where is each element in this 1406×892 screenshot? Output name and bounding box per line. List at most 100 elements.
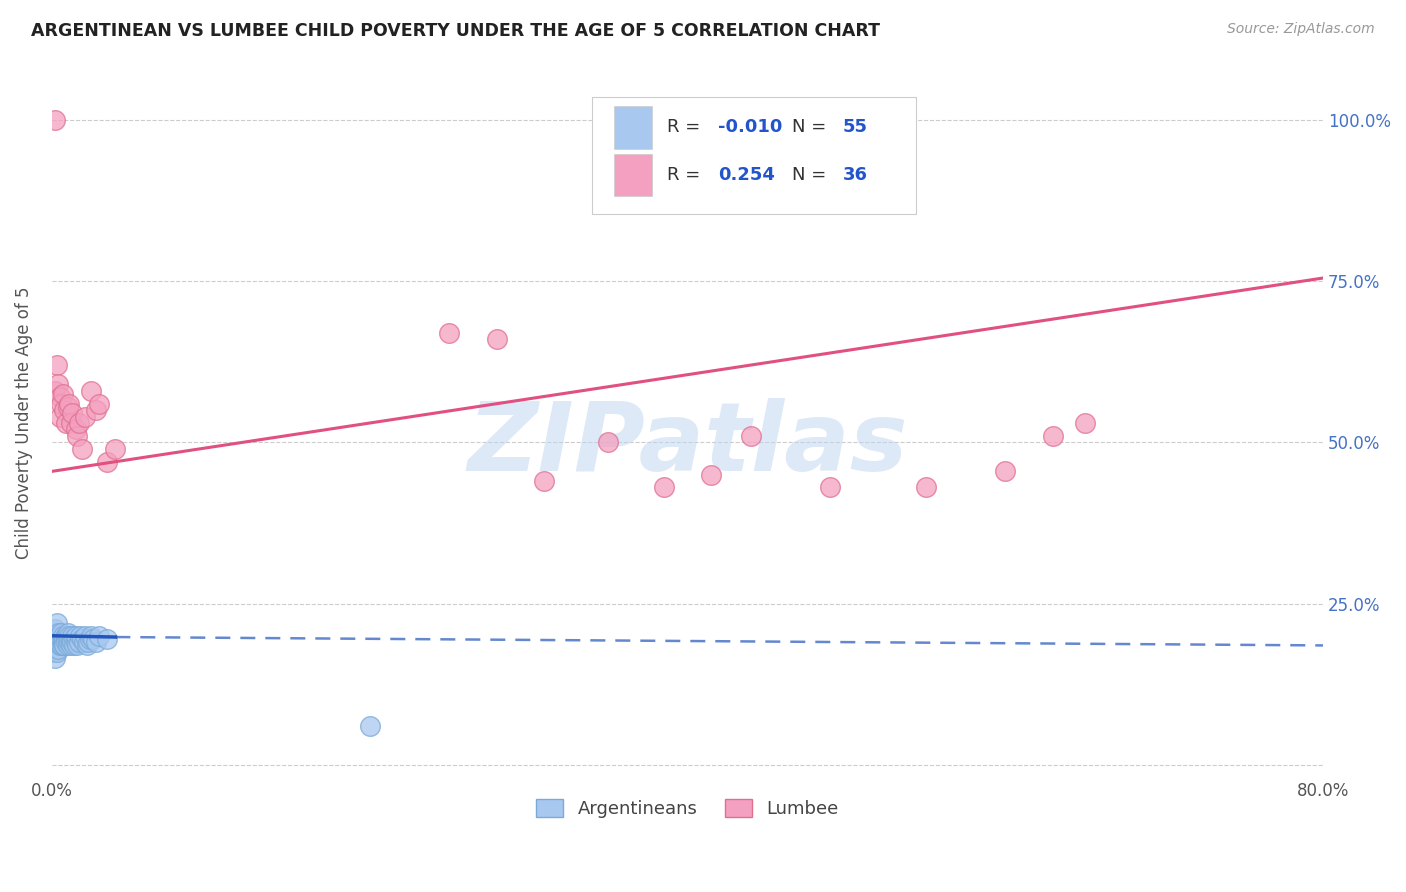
Text: ZIPatlas: ZIPatlas [467,398,908,491]
Point [65,422,87,436]
Point [72,635,94,649]
Point [69,629,91,643]
Point [46,625,69,640]
Point [58,397,80,411]
Point [56,625,79,640]
Point [1042,429,1064,443]
Point [437,326,460,340]
Text: 36: 36 [842,166,868,184]
Point [82,632,104,646]
Point [52,629,75,643]
Point [48,639,70,653]
Point [45,641,67,656]
Point [596,435,619,450]
Point [52,639,75,653]
Point [44,623,66,637]
Point [48,409,70,424]
Text: 0.254: 0.254 [718,166,775,184]
Point [51,397,73,411]
Point [79,632,101,646]
Point [46,632,69,646]
Point [59,416,82,430]
Point [820,481,842,495]
Text: R =: R = [666,119,706,136]
Point [96,455,118,469]
Point [53,403,76,417]
Point [66,429,89,443]
Point [65,629,87,643]
Point [533,474,555,488]
Point [485,332,508,346]
Point [53,635,76,649]
Point [84,403,107,417]
Point [70,442,93,456]
Point [58,635,80,649]
Point [58,629,80,643]
Point [75,629,97,643]
Point [55,416,77,430]
Point [48,629,70,643]
Point [75,409,97,424]
Point [52,387,75,401]
Point [65,635,87,649]
Point [53,632,76,646]
Point [700,467,723,482]
Point [1074,416,1097,430]
Point [44,113,66,128]
Point [359,719,381,733]
FancyBboxPatch shape [613,153,652,196]
Point [63,639,86,653]
Point [42,629,65,643]
Text: Source: ZipAtlas.com: Source: ZipAtlas.com [1227,22,1375,37]
Text: N =: N = [792,166,832,184]
Point [45,615,67,630]
Point [44,639,66,653]
Point [76,639,98,653]
Point [51,632,73,646]
Point [56,400,79,414]
Point [46,641,69,656]
Text: 55: 55 [842,119,868,136]
Point [42,645,65,659]
Point [89,397,111,411]
Text: ARGENTINEAN VS LUMBEE CHILD POVERTY UNDER THE AGE OF 5 CORRELATION CHART: ARGENTINEAN VS LUMBEE CHILD POVERTY UNDE… [31,22,880,40]
Point [56,632,79,646]
Point [48,390,70,404]
Point [62,406,84,420]
Point [914,481,936,495]
Point [63,632,86,646]
Point [89,629,111,643]
Point [652,481,675,495]
Point [55,632,77,646]
Point [45,632,67,646]
Point [55,635,77,649]
Point [96,632,118,646]
Text: -0.010: -0.010 [718,119,782,136]
Point [55,629,77,643]
Point [62,629,84,643]
Point [44,651,66,665]
Point [45,358,67,372]
Point [51,625,73,640]
Point [67,416,90,430]
Point [80,384,103,398]
Text: N =: N = [792,119,832,136]
Point [56,639,79,653]
Point [740,429,762,443]
FancyBboxPatch shape [592,97,917,214]
Point [52,635,75,649]
Point [46,377,69,392]
Point [70,632,93,646]
Point [67,635,90,649]
Point [62,635,84,649]
Point [44,384,66,398]
Point [80,629,103,643]
Point [84,635,107,649]
Point [51,639,73,653]
Point [59,632,82,646]
Point [59,639,82,653]
FancyBboxPatch shape [613,106,652,149]
Point [48,632,70,646]
Y-axis label: Child Poverty Under the Age of 5: Child Poverty Under the Age of 5 [15,287,32,559]
Point [53,639,76,653]
